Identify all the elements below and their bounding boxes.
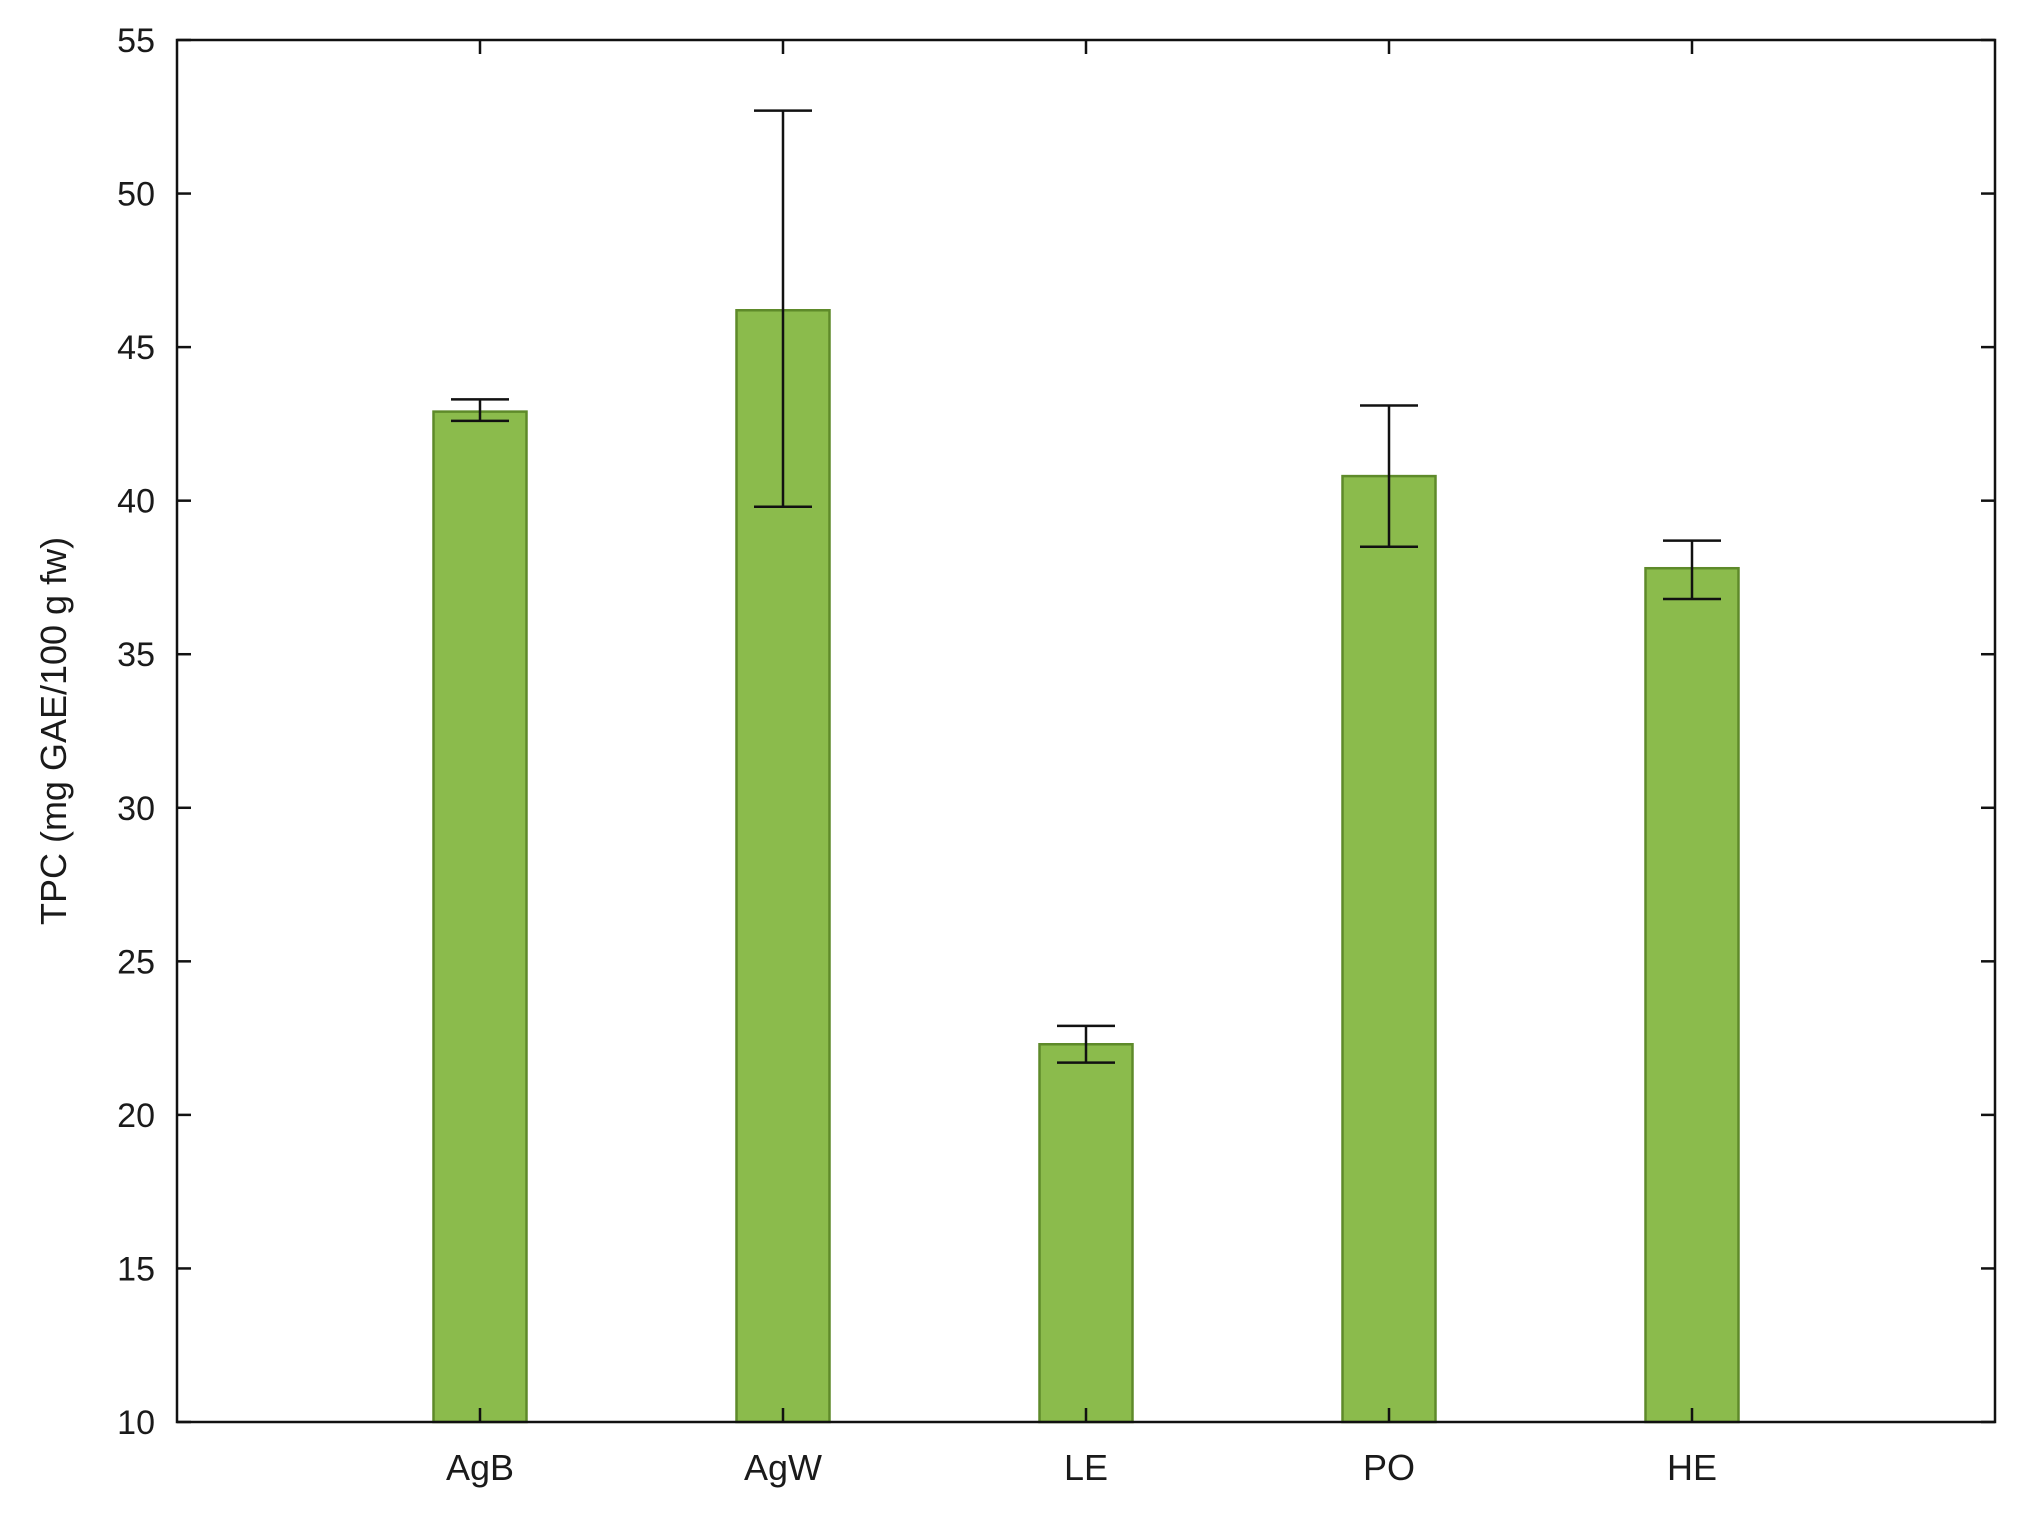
y-axis: 10 15 20 25 30 35 40 45 50 55: [117, 22, 1995, 1442]
bar: [432, 410, 528, 1424]
bars-layer: [432, 309, 1740, 1424]
y-tick-label: 40: [117, 483, 155, 521]
bar: [1341, 474, 1437, 1424]
bar: [1644, 566, 1740, 1424]
bar: [1038, 1043, 1134, 1424]
x-tick-label: AgW: [744, 1447, 822, 1488]
y-tick-label: 45: [117, 329, 155, 367]
y-tick-label: 30: [117, 790, 155, 828]
x-axis: AgB AgW LE PO HE: [446, 40, 1717, 1488]
y-axis-label: TPC (mg GAE/100 g fw): [33, 537, 74, 925]
x-tick-label: HE: [1667, 1447, 1717, 1488]
error-bars-layer: [451, 109, 1721, 1064]
y-tick-label: 10: [117, 1404, 155, 1442]
y-tick-label: 55: [117, 22, 155, 60]
x-tick-label: AgB: [446, 1447, 514, 1488]
y-tick-label: 15: [117, 1250, 155, 1288]
y-tick-label: 25: [117, 943, 155, 981]
x-tick-label: LE: [1064, 1447, 1108, 1488]
x-tick-label: PO: [1363, 1447, 1415, 1488]
y-tick-label: 35: [117, 636, 155, 674]
y-tick-label: 50: [117, 176, 155, 214]
y-tick-label: 20: [117, 1097, 155, 1135]
